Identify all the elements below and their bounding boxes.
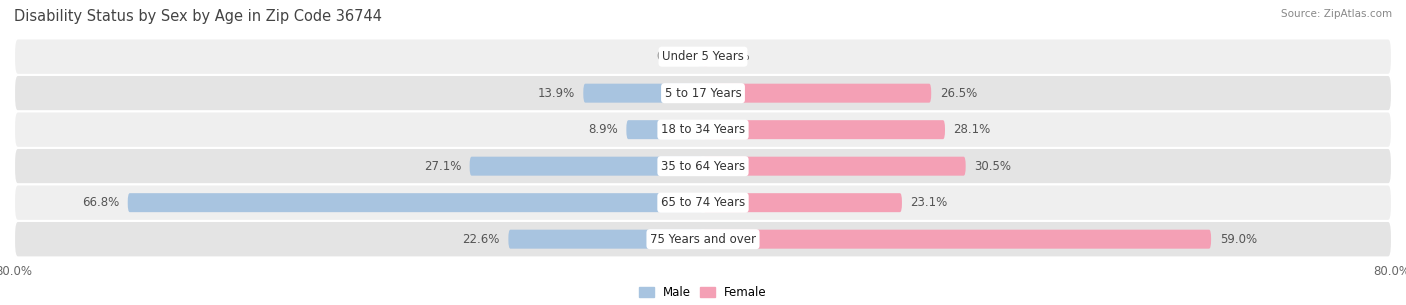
FancyBboxPatch shape (703, 84, 931, 103)
Text: 8.9%: 8.9% (588, 123, 617, 136)
Text: 30.5%: 30.5% (974, 160, 1011, 173)
FancyBboxPatch shape (626, 120, 703, 139)
FancyBboxPatch shape (699, 47, 703, 66)
FancyBboxPatch shape (14, 111, 1392, 148)
Text: 59.0%: 59.0% (1219, 233, 1257, 246)
Text: 22.6%: 22.6% (463, 233, 499, 246)
Text: Source: ZipAtlas.com: Source: ZipAtlas.com (1281, 9, 1392, 19)
Text: 0.0%: 0.0% (657, 50, 686, 63)
Text: 66.8%: 66.8% (82, 196, 120, 209)
FancyBboxPatch shape (583, 84, 703, 103)
Text: 35 to 64 Years: 35 to 64 Years (661, 160, 745, 173)
FancyBboxPatch shape (14, 75, 1392, 111)
FancyBboxPatch shape (14, 148, 1392, 185)
FancyBboxPatch shape (703, 230, 1211, 249)
FancyBboxPatch shape (128, 193, 703, 212)
Text: 13.9%: 13.9% (537, 87, 575, 100)
FancyBboxPatch shape (14, 38, 1392, 75)
FancyBboxPatch shape (509, 230, 703, 249)
FancyBboxPatch shape (14, 221, 1392, 257)
Text: Disability Status by Sex by Age in Zip Code 36744: Disability Status by Sex by Age in Zip C… (14, 9, 382, 24)
FancyBboxPatch shape (703, 47, 707, 66)
Legend: Male, Female: Male, Female (636, 282, 770, 302)
FancyBboxPatch shape (470, 157, 703, 176)
Text: 18 to 34 Years: 18 to 34 Years (661, 123, 745, 136)
Text: 28.1%: 28.1% (953, 123, 991, 136)
Text: 5 to 17 Years: 5 to 17 Years (665, 87, 741, 100)
Text: 23.1%: 23.1% (911, 196, 948, 209)
Text: Under 5 Years: Under 5 Years (662, 50, 744, 63)
FancyBboxPatch shape (703, 157, 966, 176)
FancyBboxPatch shape (703, 193, 901, 212)
Text: 65 to 74 Years: 65 to 74 Years (661, 196, 745, 209)
Text: 27.1%: 27.1% (423, 160, 461, 173)
Text: 0.0%: 0.0% (720, 50, 749, 63)
Text: 26.5%: 26.5% (939, 87, 977, 100)
FancyBboxPatch shape (14, 185, 1392, 221)
FancyBboxPatch shape (703, 120, 945, 139)
Text: 75 Years and over: 75 Years and over (650, 233, 756, 246)
